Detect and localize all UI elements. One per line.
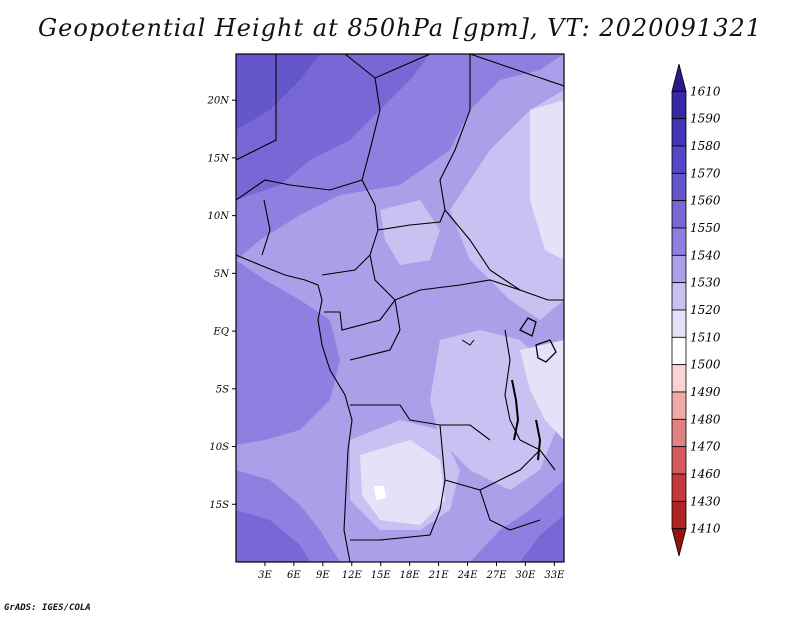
colorbar-swatch [672,419,686,446]
lon-tick-label: 21E [428,570,450,581]
height-field [236,54,564,562]
lon-tick-label: 18E [400,570,421,581]
colorbar-swatch [672,255,686,282]
colorbar-swatch [672,474,686,501]
lon-tick-label: 33E [544,570,565,581]
lat-tick-label: 15S [209,500,229,511]
colorbar-swatch [672,310,686,337]
colorbar-label: 1610 [690,84,721,98]
colorbar-swatch [672,283,686,310]
lon-tick-label: 15E [371,570,392,581]
colorbar-label: 1500 [690,358,721,372]
colorbar-swatch [672,119,686,146]
colorbar-swatch [672,91,686,118]
lon-tick-label: 12E [342,570,363,581]
colorbar-swatch [672,392,686,419]
lat-tick-label: 20N [207,96,231,107]
latitude-axis: 20N 15N 10N 5N EQ 5S 10S 15S [207,96,236,511]
lat-tick-label: 15N [208,153,231,164]
colorbar-label: 1480 [690,412,721,426]
lat-tick-label: 10S [209,442,229,453]
colorbar-label: 1560 [690,194,721,208]
colorbar-label: 1510 [690,330,721,344]
colorbar-label: 1410 [690,522,721,536]
colorbar-label: 1590 [690,112,721,126]
lon-tick-label: 3E [258,570,272,581]
colorbar-label: 1520 [690,303,721,317]
colorbar-swatch [672,146,686,173]
lat-tick-label: 5N [214,269,230,280]
colorbar-label: 1490 [690,385,721,399]
colorbar-swatch [672,201,686,228]
field-1510-spot [374,486,386,500]
colorbar: 1610 1590 1580 1570 1560 1550 1540 1530 1520 1510… [672,64,721,556]
colorbar-label: 1570 [690,166,721,180]
lat-tick-label: EQ [213,327,230,338]
colorbar-swatch [672,365,686,392]
lat-tick-label: 10N [208,211,231,222]
map-plot: 20N 15N 10N 5N EQ 5S 10S 15S 3E 6E 9E 12E 15E 18E 21E… [0,0,800,618]
lon-tick-label: 6E [287,570,301,581]
colorbar-label: 1470 [690,440,721,454]
lon-tick-label: 9E [316,570,330,581]
colorbar-label: 1530 [690,276,721,290]
colorbar-swatch [672,529,686,556]
colorbar-swatch [672,447,686,474]
grads-credit: GrADS: IGES/COLA [4,603,91,613]
lon-tick-label: 24E [457,570,479,581]
colorbar-label: 1460 [690,467,721,481]
lat-tick-label: 5S [216,384,229,395]
colorbar-swatch [672,337,686,364]
lon-tick-label: 27E [485,570,507,581]
colorbar-label: 1430 [690,494,721,508]
colorbar-label: 1580 [690,139,721,153]
colorbar-label: 1540 [690,248,721,262]
colorbar-swatch [672,228,686,255]
colorbar-swatch [672,501,686,528]
colorbar-swatch [672,173,686,200]
colorbar-label: 1550 [690,221,721,235]
longitude-axis: 3E 6E 9E 12E 15E 18E 21E 24E 27E 30E 33E [258,562,565,581]
colorbar-swatch [672,64,686,91]
lon-tick-label: 30E [515,570,536,581]
